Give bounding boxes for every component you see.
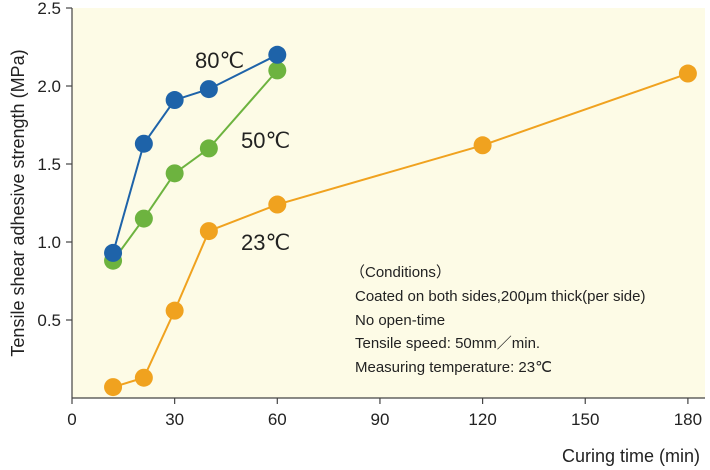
x-tick-label: 180 xyxy=(674,410,702,429)
y-ticks: 0.5 1.0 1.5 2.0 2.5 xyxy=(37,0,72,330)
data-point xyxy=(165,91,184,110)
x-tick-label: 90 xyxy=(370,410,389,429)
data-point xyxy=(199,222,218,241)
y-tick-label: 1.5 xyxy=(37,155,61,174)
x-tick-label: 0 xyxy=(67,410,76,429)
conditions-line-4: Measuring temperature: 23℃ xyxy=(355,359,552,376)
data-point xyxy=(104,378,123,397)
series-label-23: 23℃ xyxy=(241,230,290,255)
data-point xyxy=(134,134,153,153)
data-point xyxy=(473,136,492,155)
data-point xyxy=(268,195,287,214)
x-axis-title: Curing time (min) xyxy=(562,446,700,466)
series-layer xyxy=(104,45,697,397)
y-tick-label: 2.5 xyxy=(37,0,61,18)
series-label-50: 50℃ xyxy=(241,128,290,153)
y-tick-label: 2.0 xyxy=(37,77,61,96)
x-tick-label: 120 xyxy=(468,410,496,429)
conditions-title: （Conditions） xyxy=(350,264,451,281)
plot-area xyxy=(72,8,705,398)
data-point xyxy=(165,164,184,183)
data-point xyxy=(165,301,184,320)
y-tick-label: 1.0 xyxy=(37,233,61,252)
conditions-annotation: （Conditions） Coated on both sides,200μm … xyxy=(350,264,645,376)
data-point xyxy=(268,61,287,80)
data-point xyxy=(678,64,697,83)
series-label-80: 80℃ xyxy=(195,48,244,73)
x-ticks: 0 30 60 90 120 150 180 xyxy=(67,398,702,429)
data-point xyxy=(199,80,218,99)
data-point xyxy=(134,368,153,387)
y-axis-title: Tensile shear adhesive strength (MPa) xyxy=(8,49,28,356)
data-point xyxy=(134,209,153,228)
conditions-line-2: No open-time xyxy=(355,312,445,329)
x-tick-label: 60 xyxy=(268,410,287,429)
data-point xyxy=(268,45,287,64)
y-tick-label: 0.5 xyxy=(37,311,61,330)
conditions-line-3: Tensile speed: 50mm／min. xyxy=(355,335,540,352)
conditions-line-1: Coated on both sides,200μm thick(per sid… xyxy=(355,288,645,305)
data-point xyxy=(104,243,123,262)
x-tick-label: 30 xyxy=(165,410,184,429)
data-point xyxy=(199,139,218,158)
x-tick-label: 150 xyxy=(571,410,599,429)
